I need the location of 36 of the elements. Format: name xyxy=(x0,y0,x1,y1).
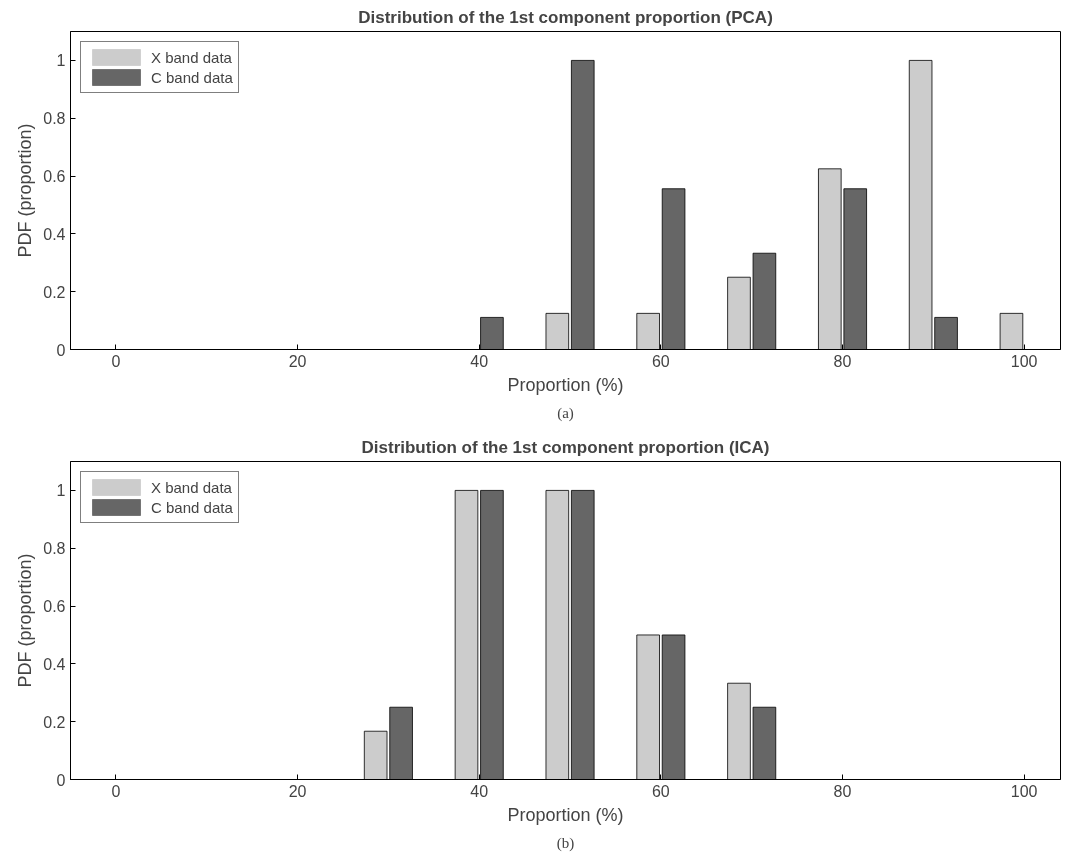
legend-label: X band data xyxy=(151,48,232,66)
x-tick-label: 0 xyxy=(111,352,121,370)
y-tick-label: 0.8 xyxy=(43,540,66,558)
y-tick-label: 0.6 xyxy=(43,168,66,186)
x-tick-label: 40 xyxy=(470,782,489,800)
y-axis-title: PDF (proportion) xyxy=(15,553,36,688)
x-tick-label: 20 xyxy=(288,782,307,800)
chart-title: Distribution of the 1st component proportion (PCA) xyxy=(358,7,773,27)
legend-label: X band data xyxy=(151,478,232,496)
legend-label: C band data xyxy=(151,498,233,516)
y-tick-label: 0.8 xyxy=(43,110,66,128)
x-tick-label: 60 xyxy=(651,782,670,800)
y-tick-label: 1 xyxy=(56,482,66,500)
y-tick-label: 0.4 xyxy=(43,225,66,243)
y-tick-label: 0.6 xyxy=(43,598,66,616)
x-axis-title: Proportion (%) xyxy=(507,374,624,395)
y-axis-title: PDF (proportion) xyxy=(15,123,36,258)
x-tick-label: 100 xyxy=(1010,352,1038,370)
y-tick-label: 0.2 xyxy=(43,713,66,731)
x-tick-label: 0 xyxy=(111,782,121,800)
y-tick-label: 0 xyxy=(56,771,66,789)
text: (a) xyxy=(557,404,574,422)
x-tick-label: 100 xyxy=(1010,782,1038,800)
x-axis-title: Proportion (%) xyxy=(507,804,624,825)
x-tick-label: 40 xyxy=(470,352,489,370)
x-tick-label: 20 xyxy=(288,352,307,370)
y-tick-label: 1 xyxy=(56,52,66,70)
y-tick-label: 0.2 xyxy=(43,283,66,301)
chart-title: Distribution of the 1st component proportion (ICA) xyxy=(361,437,770,457)
x-tick-label: 80 xyxy=(833,352,852,370)
x-tick-label: 80 xyxy=(833,782,852,800)
text: (b) xyxy=(556,834,575,852)
legend-label: C band data xyxy=(151,68,233,86)
y-tick-label: 0 xyxy=(56,341,66,359)
x-tick-label: 60 xyxy=(651,352,670,370)
y-tick-label: 0.4 xyxy=(43,655,66,673)
